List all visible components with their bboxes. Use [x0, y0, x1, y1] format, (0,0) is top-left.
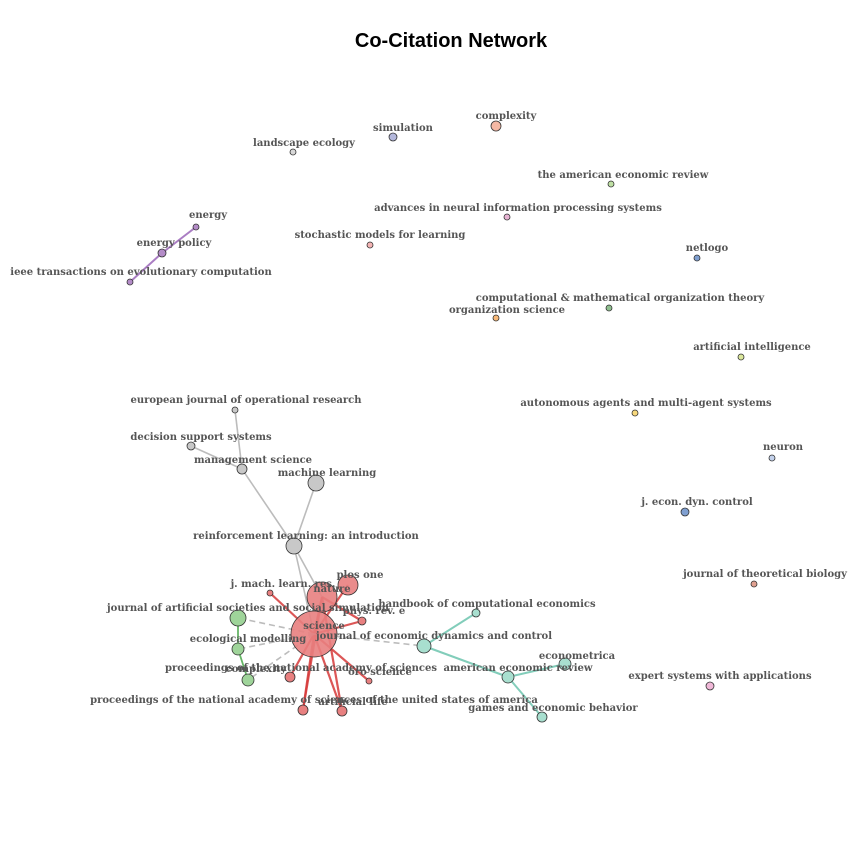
node-jedc[interactable]	[416, 638, 432, 654]
label-jedc: journal of economic dynamics and control	[315, 631, 552, 642]
label-nature: nature	[313, 584, 350, 595]
node-nature[interactable]	[306, 581, 338, 613]
node-advances-nips[interactable]	[503, 213, 511, 221]
label-econometrica: econometrica	[539, 651, 616, 662]
node-ejor[interactable]	[231, 406, 239, 414]
edge-management-science-reinforcement-learning	[241, 468, 295, 547]
label-plos-one: plos one	[337, 570, 384, 581]
label-pnas-long: proceedings of the national academy of s…	[90, 695, 538, 706]
node-ieee-tec[interactable]	[126, 278, 134, 286]
edge-jedc-american-economic-review	[423, 645, 509, 678]
edge-energy-energy-policy	[161, 226, 197, 254]
label-artificial-life: artificial life	[318, 697, 387, 708]
node-complexity-green[interactable]	[241, 673, 255, 687]
edge-decision-support-management-science	[190, 445, 243, 470]
edge-ejor-management-science	[234, 409, 243, 470]
label-j-mach-learn-res: j. mach. learn. res.	[230, 579, 336, 590]
label-games-economic-behavior: games and economic behavior	[468, 703, 638, 714]
edge-american-economic-review-games-economic-behavior	[507, 676, 543, 718]
label-netlogo: netlogo	[686, 243, 729, 254]
node-ecological-modelling[interactable]	[231, 642, 245, 656]
node-energy-policy[interactable]	[157, 248, 167, 258]
node-j-econ-dyn-control[interactable]	[680, 507, 690, 517]
label-layer: complexity simulation landscape ecology the…	[10, 111, 848, 714]
label-j-econ-dyn-control: j. econ. dyn. control	[640, 497, 753, 508]
edge-american-economic-review-econometrica	[507, 663, 566, 678]
label-management-science: management science	[194, 455, 312, 466]
node-phys-rev-e[interactable]	[357, 616, 367, 626]
label-ejor: european journal of operational research	[130, 395, 362, 406]
label-handbook-comp-econ: handbook of computational economics	[378, 599, 596, 610]
label-american-economic-review-title: the american economic review	[538, 170, 709, 181]
node-expert-systems[interactable]	[705, 681, 715, 691]
label-phys-rev-e: phys. rev. e	[343, 606, 405, 617]
node-games-economic-behavior[interactable]	[536, 711, 548, 723]
label-jasss: journal of artificial societies and soci…	[106, 603, 390, 614]
node-artificial-life[interactable]	[336, 705, 348, 717]
node-pnas-short[interactable]	[284, 671, 296, 683]
label-artificial-intelligence: artificial intelligence	[693, 342, 811, 353]
label-ecological-modelling: ecological modelling	[190, 634, 307, 645]
node-j-mach-learn-res[interactable]	[266, 589, 274, 597]
label-simulation: simulation	[373, 123, 434, 134]
label-organization-science: organization science	[449, 305, 565, 316]
label-reinforcement-learning: reinforcement learning: an introduction	[193, 531, 419, 542]
node-american-economic-review-title[interactable]	[607, 180, 615, 188]
label-machine-learning: machine learning	[278, 468, 377, 479]
node-stochastic-models[interactable]	[366, 241, 374, 249]
label-oro-science: oro science	[348, 667, 412, 678]
label-pnas-short: proceedings of the national academy of s…	[165, 663, 437, 674]
node-management-science[interactable]	[236, 463, 248, 475]
node-cmot[interactable]	[605, 304, 613, 312]
label-neuron: neuron	[763, 442, 804, 453]
node-layer	[126, 120, 776, 723]
label-energy-policy: energy policy	[137, 238, 213, 249]
node-american-economic-review[interactable]	[501, 670, 515, 684]
node-plos-one[interactable]	[337, 574, 359, 596]
node-oro-science[interactable]	[365, 677, 373, 685]
label-expert-systems: expert systems with applications	[628, 671, 812, 682]
node-neuron[interactable]	[768, 454, 776, 462]
node-jasss[interactable]	[229, 609, 247, 627]
label-complexity: complexity	[476, 111, 538, 122]
label-ieee-tec: ieee transactions on evolutionary comput…	[10, 267, 272, 278]
edge-science-jedc	[313, 633, 425, 647]
node-machine-learning[interactable]	[307, 474, 325, 492]
label-energy: energy	[189, 210, 228, 221]
label-landscape-ecology: landscape ecology	[253, 138, 356, 149]
label-stochastic-models: stochastic models for learning	[295, 230, 466, 241]
label-complexity-green: complexity	[226, 664, 288, 675]
node-decision-support[interactable]	[186, 441, 196, 451]
node-simulation[interactable]	[388, 132, 398, 142]
label-journal-theoretical-biology: journal of theoretical biology	[682, 569, 848, 580]
label-cmot: computational & mathematical organizatio…	[476, 293, 766, 304]
label-american-economic-review: american economic review	[443, 663, 592, 674]
node-energy[interactable]	[192, 223, 200, 231]
node-landscape-ecology[interactable]	[289, 148, 297, 156]
node-artificial-intelligence[interactable]	[737, 353, 745, 361]
node-organization-science[interactable]	[492, 314, 500, 322]
node-econometrica[interactable]	[558, 657, 572, 671]
node-netlogo[interactable]	[693, 254, 701, 262]
label-science: science	[303, 621, 345, 632]
node-journal-theoretical-biology[interactable]	[750, 580, 758, 588]
node-complexity[interactable]	[490, 120, 502, 132]
node-autonomous-agents[interactable]	[631, 409, 639, 417]
edge-jedc-handbook-comp-econ	[423, 612, 477, 647]
node-pnas-long[interactable]	[297, 704, 309, 716]
edge-energy-policy-ieee-tec	[129, 252, 163, 283]
label-advances-nips: advances in neural information processin…	[374, 203, 662, 214]
network-title: Co-Citation Network	[355, 30, 548, 52]
edge-machine-learning-reinforcement-learning	[293, 482, 317, 547]
label-decision-support: decision support systems	[130, 432, 272, 443]
node-handbook-comp-econ[interactable]	[471, 608, 481, 618]
node-science[interactable]	[290, 610, 338, 658]
node-reinforcement-learning[interactable]	[285, 537, 303, 555]
label-autonomous-agents: autonomous agents and multi-agent system…	[520, 398, 772, 409]
